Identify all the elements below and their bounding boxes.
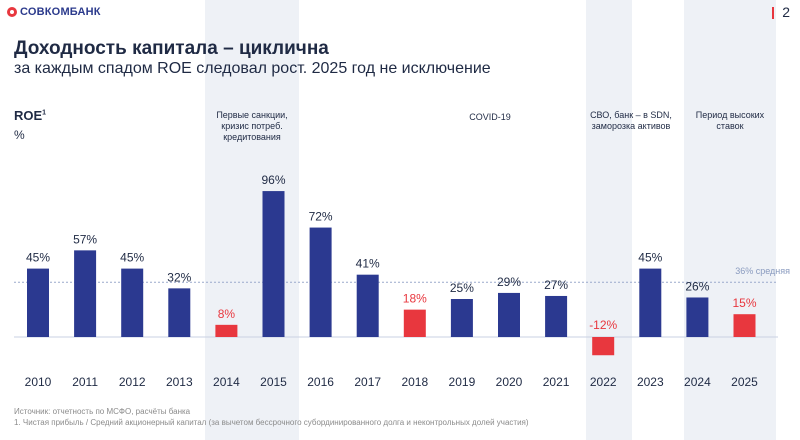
bar-2014 — [215, 324, 238, 337]
footer-note: 1. Чистая прибыль / Средний акционерный … — [14, 418, 529, 427]
x-tick-2016: 2016 — [307, 375, 334, 389]
page-number: 2 — [782, 4, 790, 20]
bar-2023 — [639, 268, 662, 337]
average-line-label: 36% средняя — [735, 266, 790, 276]
bar-2010 — [27, 268, 49, 337]
y-axis-unit: % — [14, 128, 25, 142]
value-label-2013: 32% — [167, 270, 191, 284]
bar-2011 — [74, 250, 97, 337]
value-label-2012: 45% — [120, 251, 144, 265]
value-label-2025: 15% — [732, 296, 756, 310]
bar-2016 — [309, 227, 332, 337]
bar-2015 — [262, 191, 285, 337]
chart-title: ROE1 — [14, 108, 47, 123]
annotation-svo: СВО, банк – в SDN, заморозка активов — [590, 110, 672, 131]
footer-source: Источник: отчетность по МСФО, расчёты ба… — [14, 407, 191, 416]
bar-2024 — [686, 297, 709, 337]
x-tick-2018: 2018 — [401, 375, 428, 389]
x-tick-2014: 2014 — [213, 375, 240, 389]
shaded-band-2022 — [586, 0, 632, 440]
bar-2012 — [121, 268, 144, 337]
page-accent-bar — [772, 7, 774, 19]
value-label-2024: 26% — [685, 279, 709, 293]
x-tick-2012: 2012 — [119, 375, 146, 389]
brand-mark-icon — [7, 7, 17, 17]
value-label-2017: 41% — [356, 257, 380, 271]
value-label-2022: -12% — [589, 318, 617, 332]
x-tick-2011: 2011 — [72, 375, 98, 389]
value-label-2010: 45% — [26, 251, 50, 265]
page-title: Доходность капитала – циклична — [14, 38, 329, 59]
x-tick-2023: 2023 — [637, 375, 664, 389]
value-label-2014: 8% — [218, 307, 236, 321]
bar-2020 — [498, 292, 520, 337]
value-label-2019: 25% — [450, 281, 474, 295]
x-tick-2015: 2015 — [260, 375, 287, 389]
x-tick-2021: 2021 — [543, 375, 570, 389]
x-tick-2010: 2010 — [25, 375, 52, 389]
bar-2025 — [733, 314, 756, 337]
bar-2013 — [168, 288, 191, 337]
x-tick-2022: 2022 — [590, 375, 617, 389]
shaded-band-2024-2025 — [684, 0, 776, 440]
page-subtitle: за каждым спадом ROE следовал рост. 2025… — [14, 60, 491, 77]
brand-name: СОВКОМБАНК — [20, 6, 101, 18]
value-label-2021: 27% — [544, 278, 568, 292]
x-tick-2024: 2024 — [684, 375, 711, 389]
bar-2021 — [545, 295, 568, 337]
bar-2018 — [403, 309, 426, 337]
bar-2022 — [592, 337, 615, 356]
value-label-2015: 96% — [261, 173, 285, 187]
value-label-2016: 72% — [309, 210, 333, 224]
x-tick-2017: 2017 — [354, 375, 381, 389]
value-label-2023: 45% — [638, 251, 662, 265]
value-label-2018: 18% — [403, 292, 427, 306]
x-tick-2025: 2025 — [731, 375, 758, 389]
brand-logo: СОВКОМБАНК — [7, 6, 101, 18]
x-tick-2013: 2013 — [166, 375, 193, 389]
bar-2019 — [450, 299, 473, 337]
annotation-high-rates: Период высоких ставок — [695, 110, 765, 131]
bar-2017 — [356, 274, 379, 337]
annotation-sanctions: Первые санкции, кризис потреб. кредитова… — [216, 110, 288, 142]
annotation-covid: COVID-19 — [469, 112, 511, 122]
value-label-2011: 57% — [73, 232, 97, 246]
x-tick-2020: 2020 — [496, 375, 523, 389]
value-label-2020: 29% — [497, 275, 521, 289]
x-tick-2019: 2019 — [449, 375, 476, 389]
